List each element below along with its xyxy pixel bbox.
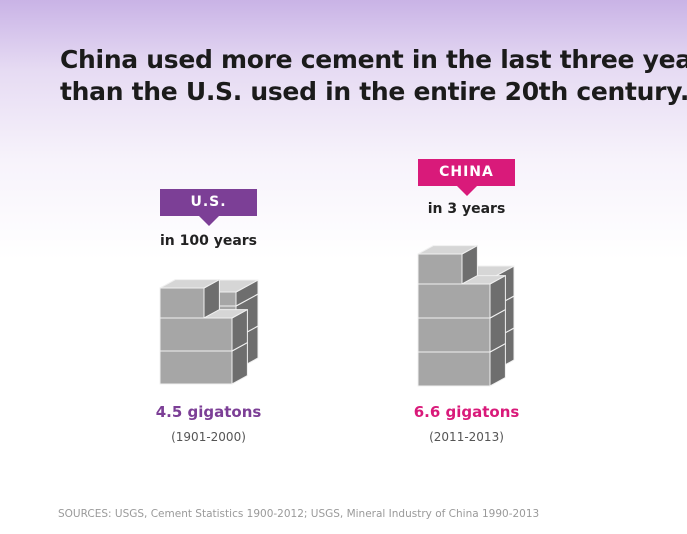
us-value-label: 4.5 gigatons <box>155 403 262 421</box>
china-block-front-3-front-face <box>417 283 491 319</box>
china-period-label: in 3 years <box>427 201 506 217</box>
china-value-label: 6.6 gigatons <box>413 403 520 421</box>
china-years-label: (2011-2013) <box>429 430 504 444</box>
china-block-stack <box>417 245 515 387</box>
china-block-front-2-front-face <box>417 317 491 353</box>
us-block-front-1-front-face <box>159 350 233 385</box>
us-block-front-2-front-face <box>159 317 233 352</box>
sources-note: SOURCES: USGS, Cement Statistics 1900-20… <box>58 508 540 520</box>
title-line-2: than the U.S. used in the entire 20th ce… <box>60 77 687 106</box>
us-block-front-top-top-face <box>159 279 220 289</box>
us-block-stack <box>159 279 259 385</box>
china-block-front-top-top-face <box>417 245 478 255</box>
us-block-front-top-front-face <box>159 287 205 319</box>
title-line-1: China used more cement in the last three… <box>60 45 687 74</box>
us-label-tag: U.S. <box>160 189 257 226</box>
us-years-label: (1901-2000) <box>171 430 246 444</box>
china-block-front-top-front-face <box>417 253 463 285</box>
us-period-label: in 100 years <box>159 233 258 249</box>
chart-title: China used more cement in the last three… <box>60 44 687 108</box>
china-label-tag: CHINA <box>418 159 515 196</box>
china-block-front-1-front-face <box>417 351 491 387</box>
